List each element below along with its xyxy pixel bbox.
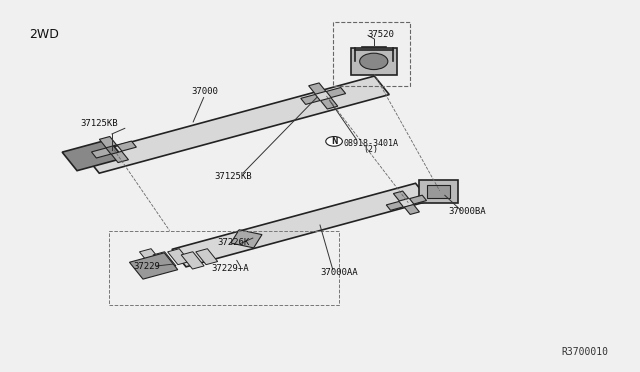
Polygon shape: [326, 87, 346, 97]
Text: 37520: 37520: [367, 30, 394, 39]
Polygon shape: [321, 98, 338, 109]
Text: 37000BA: 37000BA: [449, 207, 486, 216]
Circle shape: [326, 137, 342, 146]
Text: 37229: 37229: [134, 262, 161, 271]
Bar: [333, 22, 410, 86]
Text: 37125KB: 37125KB: [81, 119, 118, 128]
Polygon shape: [168, 249, 189, 264]
Polygon shape: [111, 151, 129, 163]
Text: 2WD: 2WD: [29, 28, 59, 41]
Text: 37000AA: 37000AA: [321, 268, 358, 277]
Text: 37000: 37000: [191, 87, 218, 96]
Polygon shape: [117, 141, 136, 151]
Polygon shape: [92, 148, 111, 158]
Polygon shape: [428, 185, 450, 198]
Polygon shape: [99, 137, 116, 148]
Circle shape: [360, 53, 388, 70]
Text: (2): (2): [364, 145, 379, 154]
Text: 37229+A: 37229+A: [212, 264, 249, 273]
Polygon shape: [301, 94, 320, 105]
Polygon shape: [308, 83, 326, 94]
Polygon shape: [172, 183, 429, 267]
Polygon shape: [196, 249, 218, 264]
Polygon shape: [231, 230, 262, 248]
Text: 37226K: 37226K: [218, 238, 250, 247]
Text: R3700010: R3700010: [561, 347, 608, 357]
Polygon shape: [84, 76, 389, 173]
Polygon shape: [181, 252, 204, 269]
Text: N: N: [331, 137, 337, 146]
Bar: [109, 231, 339, 305]
Polygon shape: [351, 48, 397, 75]
Text: 37125KB: 37125KB: [215, 172, 252, 181]
Polygon shape: [387, 202, 403, 210]
Polygon shape: [129, 253, 178, 279]
Polygon shape: [404, 205, 419, 214]
Polygon shape: [62, 140, 124, 171]
Polygon shape: [419, 180, 458, 203]
Polygon shape: [140, 249, 161, 264]
Polygon shape: [410, 195, 426, 204]
Polygon shape: [153, 252, 176, 269]
Polygon shape: [394, 191, 408, 201]
Text: 08918-3401A: 08918-3401A: [344, 139, 399, 148]
